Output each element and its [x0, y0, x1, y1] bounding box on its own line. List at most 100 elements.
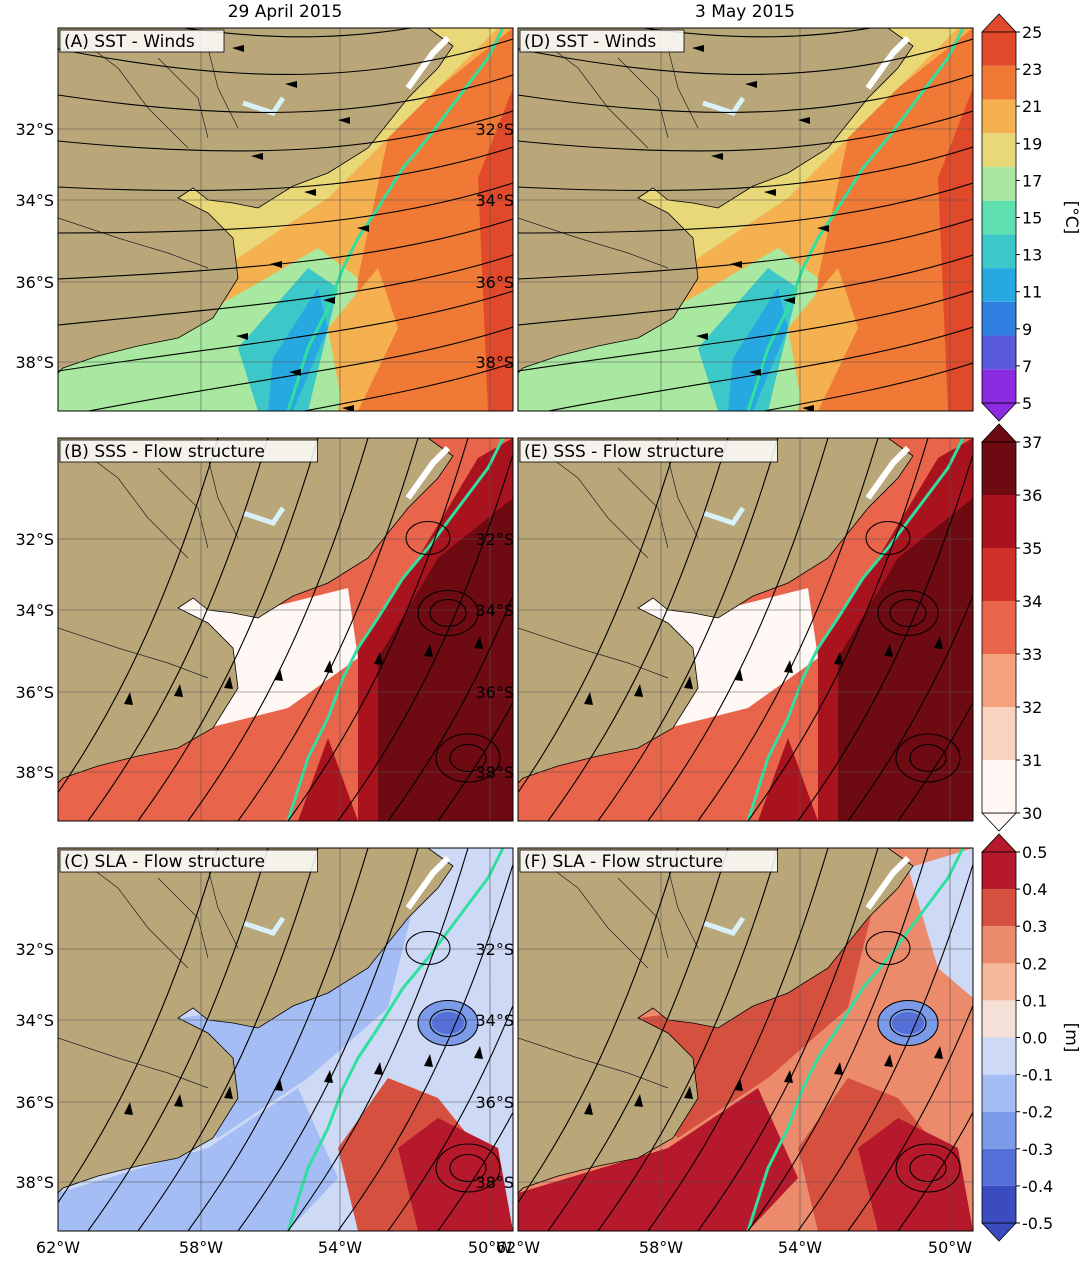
colorbar-segment	[982, 548, 1016, 601]
lat-tick-label: 36°S	[475, 1093, 514, 1112]
colorbar-tick-label: 7	[1022, 357, 1032, 376]
colorbar-tick-label: 5	[1022, 394, 1032, 413]
map-panel-b: (B) SSS - Flow structure	[57, 437, 514, 822]
panel-label: (C) SLA - Flow structure	[64, 852, 265, 872]
colorbar-segment	[982, 852, 1016, 890]
colorbar-segment	[982, 707, 1016, 760]
lon-tick-label: 50°W	[928, 1238, 972, 1257]
lat-tick-label: 32°S	[475, 120, 514, 139]
colorbar-segment	[982, 369, 1016, 403]
lat-tick-label: 34°S	[475, 601, 514, 620]
colorbar-tick-label: 15	[1022, 209, 1042, 228]
lon-tick-label: 50°W	[468, 1238, 512, 1257]
lat-tick-label: 32°S	[15, 120, 54, 139]
panel-label: (E) SSS - Flow structure	[524, 442, 724, 462]
colorbar-segment	[982, 760, 1016, 813]
panel-label: (B) SSS - Flow structure	[64, 442, 265, 462]
colorbar-segment	[982, 200, 1016, 235]
lat-tick-label: 34°S	[15, 1011, 54, 1030]
colorbar-segment	[982, 65, 1016, 100]
colorbar-tick-label: -0.4	[1022, 1177, 1053, 1196]
colorbar-segment	[982, 32, 1016, 66]
lon-tick-label: 62°W	[496, 1238, 540, 1257]
colorbar-tick-label: -0.5	[1022, 1214, 1053, 1233]
colorbar-tick-label: -0.1	[1022, 1066, 1053, 1085]
colorbar-tick-label: 21	[1022, 97, 1042, 116]
colorbar-tick-label: 0.3	[1022, 917, 1047, 936]
colorbar-tick-label: 31	[1022, 751, 1042, 770]
lat-tick-label: 36°S	[475, 273, 514, 292]
lat-tick-label: 32°S	[15, 940, 54, 959]
colorbar-tick-label: 35	[1022, 539, 1042, 558]
colorbar-segment	[982, 1148, 1016, 1186]
colorbar-segment	[982, 926, 1016, 964]
colorbar-sst: 5 7 9 11 13 15 17 19 21 23 25 [°C]	[981, 13, 1081, 422]
colorbar-tick-label: 25	[1022, 23, 1042, 42]
column-title-right: 3 May 2015	[694, 2, 796, 22]
colorbar-sla: -0.5 -0.4 -0.3 -0.2 -0.1 0.0 0.1 0.2 0.3 0.4 0.5 [m…	[981, 833, 1081, 1242]
colorbar-tick-label: 36	[1022, 486, 1042, 505]
colorbar-segment	[982, 654, 1016, 707]
front-line	[746, 848, 965, 1231]
colorbar-segment	[982, 166, 1016, 201]
lon-tick-label: 58°W	[639, 1238, 683, 1257]
colorbar-tick-label: 32	[1022, 698, 1042, 717]
colorbar-tick-label: 9	[1022, 320, 1032, 339]
colorbar-segment	[982, 1185, 1016, 1223]
colorbar-tick-label: 0.4	[1022, 880, 1047, 899]
lat-tick-label: 38°S	[475, 1173, 514, 1192]
colorbar-tick-label: -0.3	[1022, 1140, 1053, 1159]
lat-tick-label: 38°S	[15, 763, 54, 782]
lat-tick-label: 38°S	[15, 353, 54, 372]
colorbar-tick-label: 33	[1022, 645, 1042, 664]
colorbar-segment	[982, 335, 1016, 370]
map-panel-e: (E) SSS - Flow structure	[517, 437, 974, 822]
lat-tick-label: 36°S	[15, 273, 54, 292]
panel-label: (D) SST - Winds	[524, 32, 656, 52]
colorbar-segment	[982, 1074, 1016, 1112]
map-panel-f: (F) SLA - Flow structure	[517, 847, 974, 1232]
colorbar-segment	[982, 442, 1016, 495]
colorbar-unit-label: [m]	[1061, 1023, 1081, 1053]
colorbar-segment	[982, 1111, 1016, 1149]
colorbar-segment	[982, 301, 1016, 336]
panel-label: (F) SLA - Flow structure	[524, 852, 723, 872]
lat-tick-label: 32°S	[475, 530, 514, 549]
colorbar-segment	[982, 1037, 1016, 1075]
lat-tick-label: 34°S	[475, 191, 514, 210]
colorbar-tick-label: 11	[1022, 283, 1042, 302]
colorbar-tick-label: 17	[1022, 171, 1042, 190]
colorbar-segment	[982, 133, 1016, 167]
colorbar-tick-label: 19	[1022, 134, 1042, 153]
colorbar-segment	[982, 268, 1016, 302]
colorbar-tick-label: 34	[1022, 592, 1042, 611]
colorbar-unit-label: [°C]	[1061, 201, 1081, 235]
front-line	[746, 438, 965, 821]
colorbar-tick-label: 23	[1022, 60, 1042, 79]
lat-tick-label: 34°S	[475, 1011, 514, 1030]
panel-label: (A) SST - Winds	[64, 32, 195, 52]
column-title-left: 29 April 2015	[227, 2, 343, 22]
colorbar-tick-label: 0.5	[1022, 843, 1047, 862]
map-panel-d: (D) SST - Winds	[517, 27, 974, 412]
colorbar-segment	[982, 495, 1016, 548]
colorbar-tick-label: 0.2	[1022, 954, 1047, 973]
colorbar-segment	[982, 1000, 1016, 1038]
lat-tick-label: 32°S	[15, 530, 54, 549]
front-line	[286, 438, 505, 821]
lat-tick-label: 38°S	[15, 1173, 54, 1192]
lon-tick-label: 54°W	[778, 1238, 822, 1257]
colorbar-segment	[982, 601, 1016, 654]
colorbar-segment	[982, 99, 1016, 134]
front-line	[746, 28, 965, 411]
front-line	[286, 848, 505, 1231]
lat-tick-label: 36°S	[475, 683, 514, 702]
map-panel-c: (C) SLA - Flow structure	[57, 847, 514, 1232]
map-panel-a: (A) SST - Winds	[57, 27, 514, 412]
colorbar-segment	[982, 963, 1016, 1001]
colorbar-segment	[982, 234, 1016, 269]
colorbar-tick-label: 13	[1022, 246, 1042, 265]
colorbar-tick-label: 0.0	[1022, 1029, 1047, 1048]
lat-tick-label: 38°S	[475, 763, 514, 782]
colorbar-sss: 30 31 32 33 34 35 36 37	[981, 423, 1042, 832]
